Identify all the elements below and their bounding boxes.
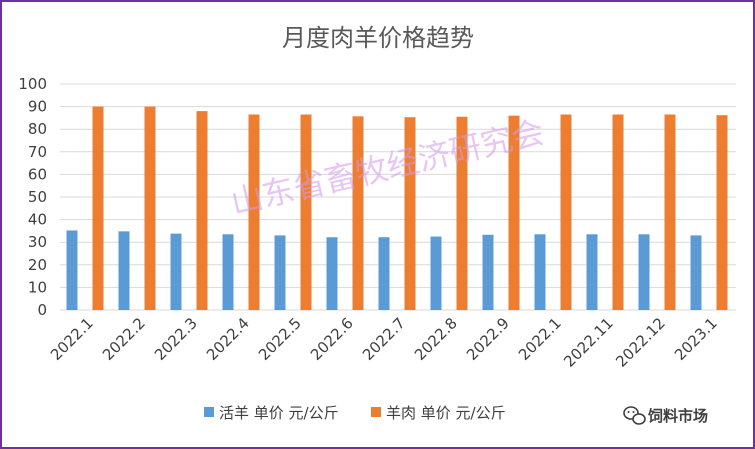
bar-mutton-12 xyxy=(716,115,728,310)
gridlines xyxy=(60,83,736,311)
bar-live-sheep-10 xyxy=(586,234,598,310)
bar-live-sheep-12 xyxy=(690,235,702,310)
bar-live-sheep-1 xyxy=(118,231,130,310)
x-tick-label: 2022.3 xyxy=(151,314,201,364)
brand: 饲料市场 xyxy=(623,406,708,425)
bar-mutton-8 xyxy=(508,115,520,310)
x-tick-label: 2022.7 xyxy=(359,314,409,364)
brand-text: 饲料市场 xyxy=(647,407,708,425)
bar-live-sheep-4 xyxy=(274,235,286,310)
y-tick-label: 50 xyxy=(28,188,47,206)
y-axis-ticks: 0 10 20 30 40 50 60 70 80 90 100 xyxy=(18,75,47,319)
x-tick-label: 2022.11 xyxy=(560,314,617,371)
bar-mutton-7 xyxy=(456,116,468,311)
bar-live-sheep-5 xyxy=(326,237,338,310)
y-tick-label: 10 xyxy=(28,278,47,296)
bar-mutton-3 xyxy=(248,114,260,310)
x-tick-label: 2023.1 xyxy=(671,314,721,364)
legend-label-0: 活羊 单价 元/公斤 xyxy=(219,404,339,422)
legend-label-1: 羊肉 单价 元/公斤 xyxy=(386,404,506,422)
y-tick-label: 0 xyxy=(37,301,47,319)
chart-title: 月度肉羊价格趋势 xyxy=(282,24,474,52)
bar-live-sheep-6 xyxy=(378,237,390,310)
x-tick-label: 2022.6 xyxy=(307,314,357,364)
bar-mutton-5 xyxy=(352,116,364,311)
x-tick-label: 2022.8 xyxy=(411,314,461,364)
y-tick-label: 40 xyxy=(28,211,47,229)
legend-swatch-0 xyxy=(204,407,214,417)
bar-live-sheep-0 xyxy=(66,230,78,310)
y-tick-label: 60 xyxy=(28,165,47,183)
bar-mutton-11 xyxy=(664,114,676,310)
bar-mutton-2 xyxy=(196,111,208,311)
x-tick-label: 2022.9 xyxy=(463,314,513,364)
bar-mutton-0 xyxy=(92,106,104,310)
y-tick-label: 20 xyxy=(28,256,47,274)
bar-mutton-1 xyxy=(144,106,156,310)
legend-swatch-1 xyxy=(371,407,381,417)
bar-mutton-6 xyxy=(404,117,416,310)
bar-mutton-9 xyxy=(560,114,572,310)
bar-mutton-4 xyxy=(300,114,312,310)
x-tick-label: 2022.12 xyxy=(612,314,669,371)
bar-live-sheep-9 xyxy=(534,234,546,310)
wechat-icon xyxy=(623,406,646,425)
bar-live-sheep-2 xyxy=(170,233,182,310)
x-tick-label: 2022.5 xyxy=(255,314,305,364)
bars xyxy=(66,106,728,311)
bar-mutton-10 xyxy=(612,114,624,310)
x-tick-label: 2022.1 xyxy=(47,314,97,364)
y-tick-label: 30 xyxy=(28,233,47,251)
y-tick-label: 100 xyxy=(18,75,47,93)
legend: 活羊 单价 元/公斤 羊肉 单价 元/公斤 xyxy=(204,404,506,422)
y-tick-label: 80 xyxy=(28,120,47,138)
x-tick-label: 2022.1 xyxy=(515,314,565,364)
x-tick-label: 2022.4 xyxy=(203,314,253,364)
bar-live-sheep-11 xyxy=(638,234,650,310)
x-axis-ticks: 2022.1 2022.2 2022.3 2022.4 2022.5 2022.6 2022… xyxy=(47,314,721,371)
x-tick-label: 2022.2 xyxy=(99,314,149,364)
bar-live-sheep-8 xyxy=(482,234,494,310)
y-tick-label: 70 xyxy=(28,143,47,161)
bar-live-sheep-3 xyxy=(222,234,234,310)
y-tick-label: 90 xyxy=(28,98,47,116)
bar-live-sheep-7 xyxy=(430,236,442,310)
